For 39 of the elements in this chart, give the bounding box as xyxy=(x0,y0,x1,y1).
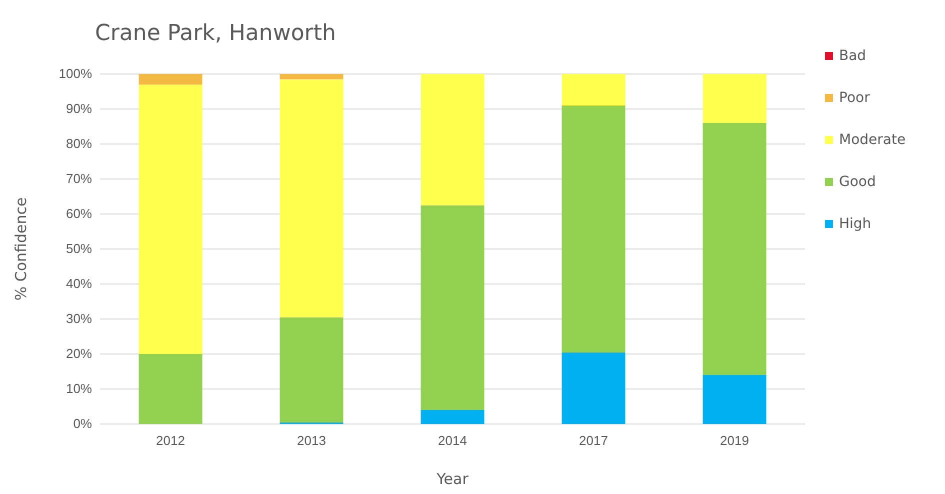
chart-title: Crane Park, Hanworth xyxy=(95,21,336,46)
bar xyxy=(138,74,202,84)
y-tick-label: 10% xyxy=(66,381,92,396)
y-tick-label: 100% xyxy=(58,66,92,82)
y-tick-label: 30% xyxy=(66,311,92,326)
y-tick-label: 50% xyxy=(66,241,92,256)
x-tick-label: 2014 xyxy=(438,433,467,448)
bar xyxy=(280,79,344,318)
y-axis-title: % Confidence xyxy=(12,197,30,301)
bar xyxy=(562,106,626,352)
bar xyxy=(280,74,344,80)
legend-label: Bad xyxy=(839,48,866,64)
y-tick-label: 60% xyxy=(66,206,92,222)
bar xyxy=(702,74,766,123)
legend-label: Moderate xyxy=(839,132,906,148)
y-tick-label: 20% xyxy=(66,346,92,362)
bar xyxy=(562,352,626,424)
x-axis-title: Year xyxy=(436,470,470,488)
y-tick-label: 70% xyxy=(66,171,92,186)
y-tick-label: 0% xyxy=(73,416,92,432)
bar xyxy=(420,205,484,410)
bar xyxy=(138,354,202,424)
bar xyxy=(420,410,484,424)
x-tick-label: 2017 xyxy=(579,433,608,448)
bar xyxy=(702,123,766,375)
legend-label: Poor xyxy=(839,90,870,106)
y-tick-label: 90% xyxy=(66,101,92,116)
bar xyxy=(562,74,626,106)
y-tick-label: 80% xyxy=(66,136,92,152)
legend-label: High xyxy=(839,216,872,232)
bar xyxy=(138,84,202,354)
bar xyxy=(702,375,766,424)
x-tick-label: 2019 xyxy=(720,433,749,448)
bar xyxy=(420,74,484,206)
y-tick-label: 40% xyxy=(66,276,92,292)
x-tick-label: 2012 xyxy=(156,433,185,448)
legend-label: Good xyxy=(839,174,876,190)
x-tick-label: 2013 xyxy=(297,433,326,448)
bar xyxy=(280,317,344,422)
